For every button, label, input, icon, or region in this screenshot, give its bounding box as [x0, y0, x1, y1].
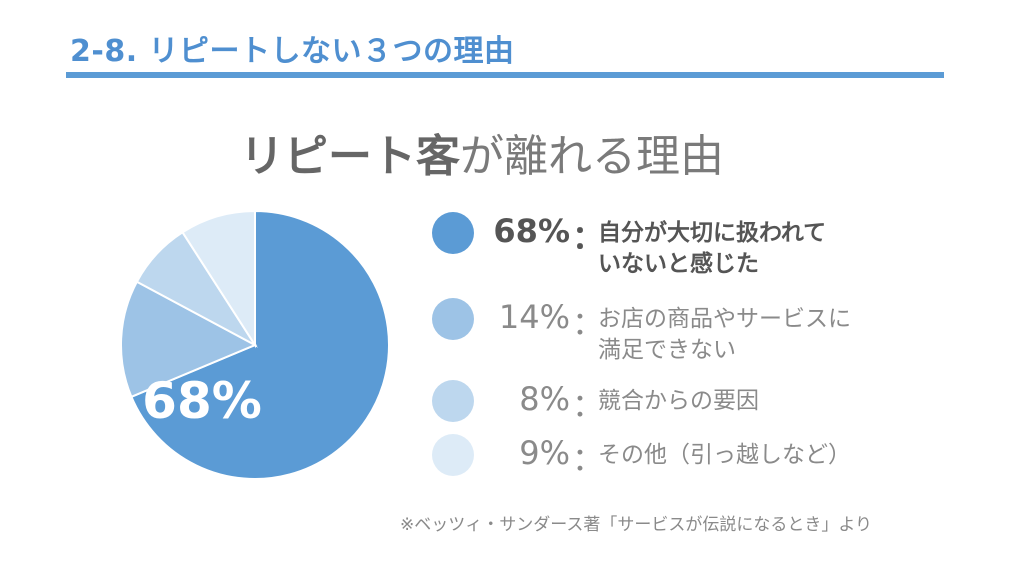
legend-pct-2: 14%: [498, 298, 570, 336]
title-underline: [66, 72, 944, 78]
legend-desc-4-line-1: その他（引っ越しなど）: [598, 442, 851, 468]
legend-desc-2: お店の商品やサービスに 満足できない: [598, 304, 851, 366]
subtitle-emphasis: リピート客: [240, 131, 460, 182]
legend-desc-3: 競合からの要因: [598, 386, 759, 417]
legend-swatch-2: [432, 298, 474, 340]
pie-slice-2: [120, 280, 258, 399]
pie-main-label: 68%: [142, 372, 262, 430]
legend-desc-4: その他（引っ越しなど）: [598, 440, 851, 471]
legend-desc-1: 自分が大切に扱われて いないと感じた: [598, 218, 826, 280]
source-footnote: ※ベッツィ・サンダース著「サービスが伝説になるとき」より: [400, 515, 873, 535]
legend-pct-4: 9%: [519, 434, 570, 472]
legend-colon-1: ：: [572, 218, 605, 256]
legend-swatch-3: [432, 380, 474, 422]
legend-desc-1-line-2: いないと感じた: [598, 251, 759, 277]
pie-slice-1: [130, 209, 390, 480]
chart-subtitle: リピート客が離れる理由: [240, 120, 724, 184]
legend-colon-3: ：: [572, 386, 605, 424]
legend-pct-1: 68%: [493, 212, 570, 250]
legend-colon-2: ：: [572, 304, 605, 342]
legend-desc-1-line-1: 自分が大切に扱われて: [598, 220, 827, 246]
slide-title: 2-8. リピートしない３つの理由: [70, 34, 515, 69]
legend-desc-2-line-2: 満足できない: [598, 337, 736, 363]
legend-swatch-4: [432, 434, 474, 476]
legend-pct-3: 8%: [519, 380, 570, 418]
subtitle-rest: が離れる理由: [460, 131, 724, 182]
legend-colon-4: ：: [572, 440, 605, 478]
pie-chart: 68%: [120, 209, 390, 480]
pie-slice-4: [181, 209, 256, 349]
legend-desc-3-line-1: 競合からの要因: [598, 388, 759, 414]
legend-swatch-1: [432, 212, 474, 254]
legend-desc-2-line-1: お店の商品やサービスに: [598, 306, 851, 332]
